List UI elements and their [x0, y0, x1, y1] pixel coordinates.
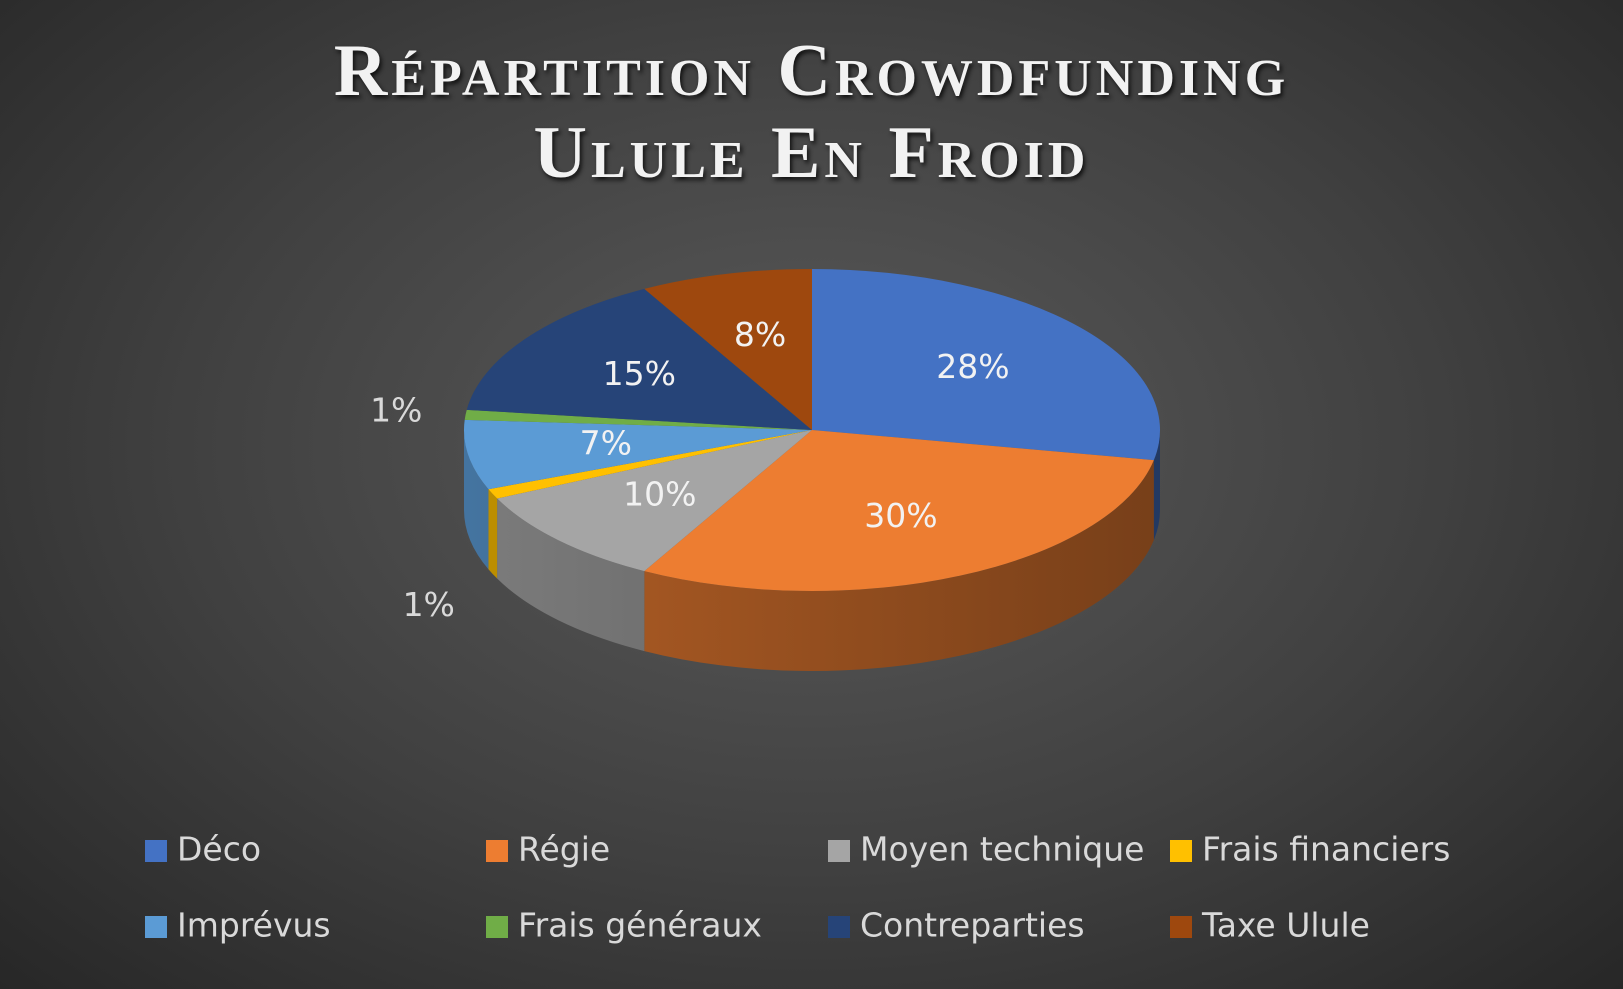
legend-swatch — [828, 840, 850, 862]
slice — [488, 430, 812, 499]
legend-label: Frais financiers — [1202, 830, 1450, 869]
legend-label: Déco — [177, 830, 261, 869]
legend-swatch — [486, 840, 508, 862]
slice — [464, 419, 812, 490]
slice — [644, 430, 1154, 592]
legend-label: Contreparties — [860, 906, 1085, 945]
legend-label: Imprévus — [177, 906, 331, 945]
legend-label: Frais généraux — [518, 906, 762, 945]
legend-label: Taxe Ulule — [1201, 906, 1370, 945]
slice — [812, 269, 1160, 461]
slice-side — [464, 430, 489, 570]
legend-label: Régie — [518, 830, 610, 869]
data-label: 28% — [936, 347, 1009, 386]
data-label: 7% — [580, 424, 632, 463]
slice-side — [497, 498, 645, 652]
chart-title: Répartition Crowdfunding Ulule En Froid — [333, 30, 1290, 194]
slice — [644, 269, 812, 430]
legend-swatch — [1170, 916, 1192, 938]
data-label: 8% — [734, 315, 786, 354]
data-label: 1% — [403, 585, 455, 624]
legend-swatch — [145, 840, 167, 862]
slice — [466, 288, 812, 430]
data-label: 30% — [864, 496, 937, 535]
slice-side — [644, 460, 1154, 671]
legend-swatch — [486, 916, 508, 938]
data-label: 15% — [603, 354, 676, 393]
data-label: 10% — [623, 475, 696, 514]
slice — [464, 409, 812, 430]
slice — [497, 430, 812, 572]
slice-side — [1153, 430, 1160, 541]
slice-side — [488, 489, 498, 579]
legend-swatch — [1170, 840, 1192, 862]
legend-swatch — [145, 916, 167, 938]
legend-swatch — [828, 916, 850, 938]
data-label: 1% — [370, 390, 422, 429]
legend-label: Moyen technique — [860, 830, 1144, 869]
